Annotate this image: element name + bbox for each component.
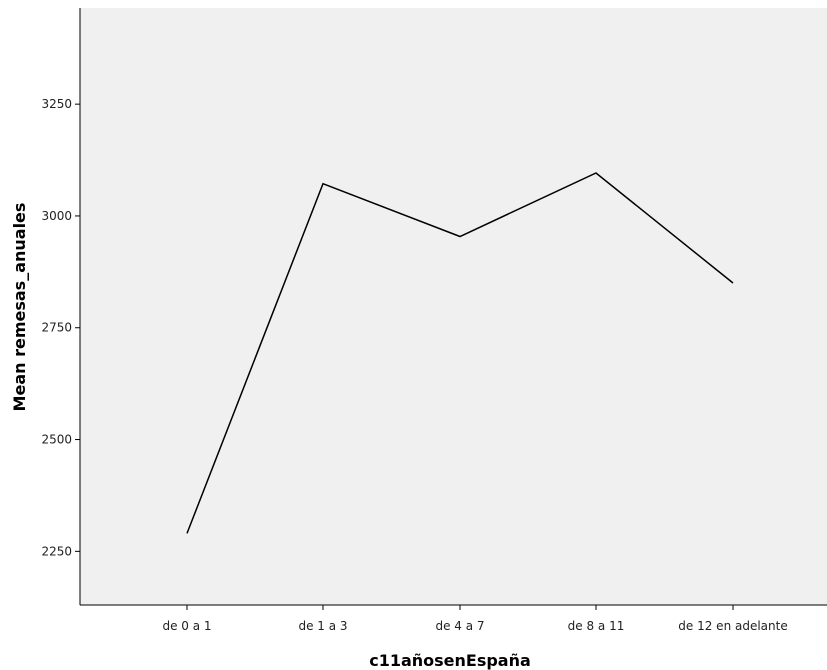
x-tick-label: de 1 a 3 <box>298 619 347 633</box>
x-tick-label: de 12 en adelante <box>678 619 787 633</box>
x-tick-label: de 4 a 7 <box>435 619 484 633</box>
x-axis-title: c11añosenEspaña <box>369 651 531 670</box>
y-tick-label: 3250 <box>41 97 72 111</box>
y-tick-label: 2500 <box>41 433 72 447</box>
series-line <box>186 172 734 534</box>
y-tick-label: 3000 <box>41 209 72 223</box>
y-axis-title: Mean remesas_anuales <box>10 203 29 412</box>
y-tick-label: 2250 <box>41 544 72 558</box>
y-tick-label: 2750 <box>41 321 72 335</box>
x-axis-ticks: de 0 a 1 de 1 a 3 de 4 a 7 de 8 a 11 de 12 e… <box>162 605 788 633</box>
plot-area <box>80 8 827 605</box>
y-axis-ticks: 2250 2500 2750 3000 3250 <box>41 97 80 558</box>
x-tick-label: de 0 a 1 <box>162 619 211 633</box>
x-tick-label: de 8 a 11 <box>568 619 625 633</box>
